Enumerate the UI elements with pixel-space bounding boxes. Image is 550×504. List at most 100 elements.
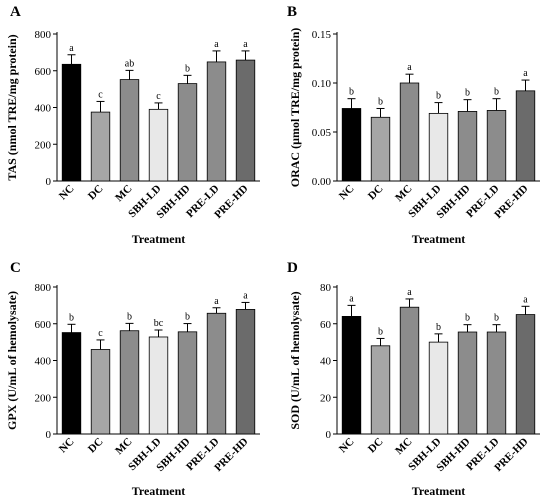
y-tick-label: 200 bbox=[35, 139, 52, 151]
bar-dc bbox=[370, 345, 391, 435]
panel-a: A0200400600800aNCcDCabMCcSBH-LDbSBH-HDaP… bbox=[5, 4, 260, 246]
significance-letter: b bbox=[185, 63, 190, 74]
bar-nc bbox=[61, 63, 82, 182]
bar-sbh-hd bbox=[457, 111, 478, 182]
bar-sbh-ld bbox=[428, 112, 449, 182]
significance-letter: a bbox=[243, 39, 248, 50]
y-tick-label: 0.00 bbox=[312, 176, 332, 188]
significance-letter: b bbox=[436, 322, 441, 333]
bar-pre-ld bbox=[206, 312, 227, 435]
bar-pre-hd bbox=[515, 90, 536, 182]
y-tick-label: 400 bbox=[35, 103, 52, 115]
x-tick-label: DC bbox=[86, 183, 106, 203]
bar-mc bbox=[399, 306, 420, 435]
significance-letter: ab bbox=[125, 58, 134, 69]
significance-letter: b bbox=[494, 87, 499, 98]
x-axis-title: Treatment bbox=[412, 232, 466, 246]
significance-letter: b bbox=[494, 313, 499, 324]
bar-nc bbox=[341, 108, 362, 182]
y-tick-label: 800 bbox=[35, 29, 52, 41]
significance-letter: b bbox=[185, 312, 190, 323]
x-axis-title: Treatment bbox=[412, 484, 466, 498]
y-tick-label: 0 bbox=[46, 176, 52, 188]
x-tick-label: MC bbox=[113, 436, 134, 457]
significance-letter: b bbox=[69, 312, 74, 323]
significance-letter: b bbox=[465, 88, 470, 99]
y-tick-label: 0.10 bbox=[312, 78, 332, 90]
y-tick-label: 600 bbox=[35, 66, 52, 78]
bar-nc bbox=[341, 315, 362, 435]
y-axis-title: SOD (U/mL of hemolysate) bbox=[288, 291, 302, 429]
y-tick-label: 0 bbox=[46, 429, 52, 441]
significance-letter: a bbox=[523, 294, 528, 305]
y-tick-label: 800 bbox=[35, 282, 52, 294]
y-tick-label: 60 bbox=[320, 319, 332, 331]
panel-b: B0.000.050.100.15bNCbDCaMCbSBH-LDbSBH-HD… bbox=[287, 4, 540, 246]
bar-pre-ld bbox=[486, 110, 507, 182]
panel-letter-c: C bbox=[10, 260, 21, 276]
x-tick-label: NC bbox=[57, 183, 77, 203]
x-axis-title: Treatment bbox=[132, 232, 186, 246]
panel-c: C0200400600800bNCcDCbMCbcSBH-LDbSBH-HDaP… bbox=[5, 260, 260, 498]
y-tick-label: 20 bbox=[320, 392, 332, 404]
significance-letter: a bbox=[349, 293, 354, 304]
significance-letter: a bbox=[69, 43, 74, 54]
bar-dc bbox=[90, 349, 111, 435]
panel-letter-a: A bbox=[10, 4, 21, 20]
bar-sbh-hd bbox=[177, 331, 198, 435]
significance-letter: bc bbox=[154, 318, 164, 329]
x-tick-label: MC bbox=[393, 183, 414, 204]
bar-sbh-hd bbox=[457, 331, 478, 435]
bar-sbh-ld bbox=[428, 341, 449, 435]
significance-letter: a bbox=[214, 296, 219, 307]
bar-pre-ld bbox=[206, 61, 227, 182]
x-axis-title: Treatment bbox=[132, 484, 186, 498]
x-tick-label: MC bbox=[393, 436, 414, 457]
y-tick-label: 0.15 bbox=[312, 29, 332, 41]
significance-letter: b bbox=[378, 326, 383, 337]
panel-letter-d: D bbox=[287, 260, 298, 276]
x-tick-label: NC bbox=[337, 436, 357, 456]
y-tick-label: 0 bbox=[326, 429, 332, 441]
significance-letter: a bbox=[523, 68, 528, 79]
x-tick-label: DC bbox=[366, 183, 386, 203]
significance-letter: c bbox=[98, 328, 103, 339]
bar-dc bbox=[370, 116, 391, 182]
significance-letter: b bbox=[436, 91, 441, 102]
y-tick-label: 600 bbox=[35, 319, 52, 331]
y-tick-label: 80 bbox=[320, 282, 332, 294]
panel-d: D020406080aNCbDCaMCbSBH-LDbSBH-HDbPRE-LD… bbox=[287, 260, 540, 498]
panel-letter-b: B bbox=[287, 4, 297, 20]
x-tick-label: NC bbox=[337, 183, 357, 203]
y-tick-label: 0.05 bbox=[312, 127, 332, 139]
bar-pre-hd bbox=[515, 314, 536, 435]
bar-pre-ld bbox=[486, 331, 507, 435]
y-axis-title: GPX (U/mL of hemolysate) bbox=[5, 291, 19, 430]
y-tick-label: 200 bbox=[35, 392, 52, 404]
bar-sbh-ld bbox=[148, 108, 169, 182]
significance-letter: a bbox=[243, 290, 248, 301]
bar-sbh-ld bbox=[148, 336, 169, 435]
bar-mc bbox=[119, 330, 140, 435]
x-tick-label: DC bbox=[86, 436, 106, 456]
significance-letter: b bbox=[127, 311, 132, 322]
y-tick-label: 400 bbox=[35, 356, 52, 368]
bar-mc bbox=[399, 82, 420, 182]
significance-letter: a bbox=[214, 39, 219, 50]
x-tick-label: NC bbox=[57, 436, 77, 456]
significance-letter: b bbox=[465, 313, 470, 324]
significance-letter: b bbox=[378, 96, 383, 107]
bar-pre-hd bbox=[235, 309, 256, 435]
x-tick-label: DC bbox=[366, 436, 386, 456]
bar-nc bbox=[61, 332, 82, 435]
y-tick-label: 40 bbox=[320, 356, 332, 368]
bar-dc bbox=[90, 111, 111, 182]
significance-letter: c bbox=[98, 89, 103, 100]
y-axis-title: ORAC (µmol TRE/mg protein) bbox=[288, 28, 302, 187]
x-tick-label: MC bbox=[113, 183, 134, 204]
significance-letter: b bbox=[349, 87, 354, 98]
significance-letter: a bbox=[407, 287, 412, 298]
bar-pre-hd bbox=[235, 59, 256, 182]
significance-letter: c bbox=[156, 91, 161, 102]
